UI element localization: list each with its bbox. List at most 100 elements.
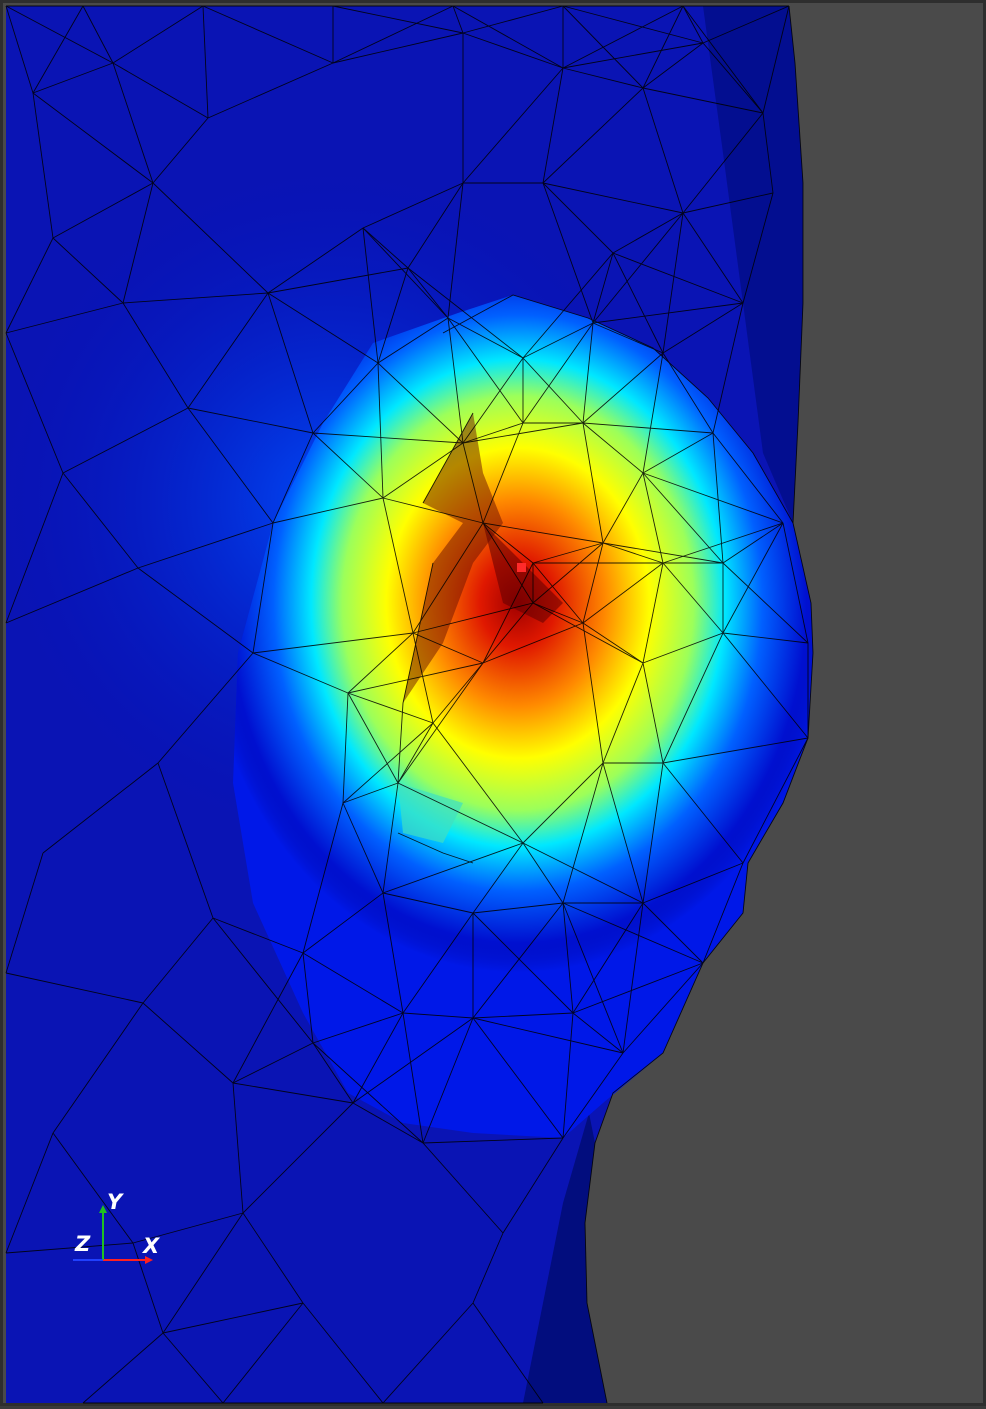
mesh-edge: [122, 292, 269, 304]
mesh-edge: [562, 67, 644, 89]
mesh-edge: [592, 252, 614, 324]
mesh-edge: [342, 722, 434, 804]
mesh-edge: [382, 497, 414, 634]
mesh-edge: [472, 1017, 624, 1054]
ear-inner-shadow: [483, 523, 563, 623]
mesh-edge: [412, 632, 484, 664]
mesh-edge: [5, 972, 144, 1004]
mesh-edge: [407, 267, 524, 359]
mesh-edge: [382, 442, 464, 499]
mesh-edge: [422, 1017, 474, 1144]
mesh-edge: [642, 42, 704, 89]
mesh-edge: [642, 352, 664, 474]
ear-lower-fold: [398, 783, 463, 843]
mesh-edge: [482, 522, 604, 544]
mesh-edge: [452, 5, 464, 34]
mesh-edge: [52, 1002, 144, 1134]
neck-shadow: [523, 1113, 607, 1403]
mesh-edge: [142, 917, 214, 1004]
mesh-edge: [722, 632, 809, 739]
mesh-edge: [342, 782, 399, 804]
mesh-edge: [232, 952, 304, 1084]
mesh-edge: [407, 267, 449, 319]
mesh-edge: [162, 1212, 244, 1334]
mesh-edge: [312, 432, 384, 499]
mesh-edge: [362, 227, 449, 319]
mesh-edge: [382, 892, 404, 1014]
mesh-edge: [112, 62, 209, 119]
mesh-edge: [187, 407, 274, 524]
mesh-edge: [702, 5, 790, 44]
mesh-edge: [522, 252, 614, 359]
mesh-edge: [162, 1302, 304, 1334]
mesh-edge: [5, 852, 44, 974]
mesh-edge: [462, 422, 524, 444]
mesh-edge: [582, 542, 604, 624]
mesh-edge: [472, 842, 524, 914]
mesh-edge: [402, 1012, 474, 1019]
mesh-edge: [5, 1242, 134, 1254]
mesh-edge: [482, 602, 534, 664]
mesh-edge: [402, 1012, 424, 1144]
mesh-edge: [312, 1042, 424, 1144]
mesh-edge: [447, 317, 524, 359]
mesh-edge: [267, 267, 409, 294]
mesh-edge: [562, 1012, 574, 1139]
z-axis-label: Z: [74, 1232, 91, 1256]
mesh-edge: [347, 692, 434, 724]
mesh-edge: [82, 1332, 164, 1404]
mesh-edge: [312, 1012, 404, 1044]
mesh-edge: [462, 357, 524, 444]
mesh-edge: [472, 1302, 544, 1404]
mesh-edge: [482, 522, 534, 564]
mesh-edge: [662, 762, 744, 864]
mesh-edge: [762, 5, 790, 114]
mesh-wireframe: [5, 5, 814, 1404]
mesh-edge: [562, 42, 704, 69]
rim-shadow: [703, 6, 803, 523]
mesh-edge: [462, 5, 564, 34]
mesh-edge: [682, 192, 774, 214]
mesh-edge: [432, 722, 524, 844]
mesh-edge: [582, 622, 644, 664]
mesh-edge: [422, 1137, 564, 1144]
mesh-edge: [187, 407, 314, 434]
mesh-edge: [542, 182, 594, 324]
mesh-edge: [542, 182, 684, 214]
mesh-edge: [112, 5, 204, 64]
mesh-edge: [562, 902, 704, 964]
mesh-edge: [412, 602, 534, 634]
mesh-edge: [352, 1102, 424, 1144]
mesh-edge: [302, 802, 344, 954]
mesh-edge: [642, 562, 664, 664]
mesh-edge: [397, 722, 434, 784]
mesh-edge: [62, 472, 139, 569]
mesh-edge: [482, 522, 534, 604]
mesh-edge: [52, 182, 154, 239]
mesh-edge: [32, 5, 84, 94]
orientation-axes: X Y Z: [73, 1190, 161, 1264]
mesh-edge: [377, 362, 384, 499]
mesh-edge: [562, 902, 574, 1014]
mesh-edge: [662, 212, 684, 354]
mesh-edge: [42, 762, 159, 854]
mesh-edge: [32, 92, 154, 184]
mesh-edge: [482, 562, 534, 664]
mesh-edge: [162, 1332, 224, 1404]
picked-point-marker[interactable]: [517, 563, 526, 572]
mesh-edge: [562, 5, 704, 44]
mesh-edge: [232, 1042, 314, 1084]
mesh-edge: [592, 302, 744, 324]
mesh-edge: [472, 902, 564, 914]
mesh-edge: [397, 662, 484, 784]
mesh-edge: [312, 1042, 354, 1104]
mesh-edge: [132, 1212, 244, 1244]
mesh-edge: [397, 782, 524, 844]
mesh-scene[interactable]: X Y Z: [3, 3, 986, 1409]
mesh-edge: [532, 562, 584, 624]
mesh-edge: [272, 497, 384, 524]
mesh-edge: [662, 632, 724, 764]
x-axis-label: X: [141, 1234, 161, 1258]
mesh-edge: [662, 302, 744, 354]
